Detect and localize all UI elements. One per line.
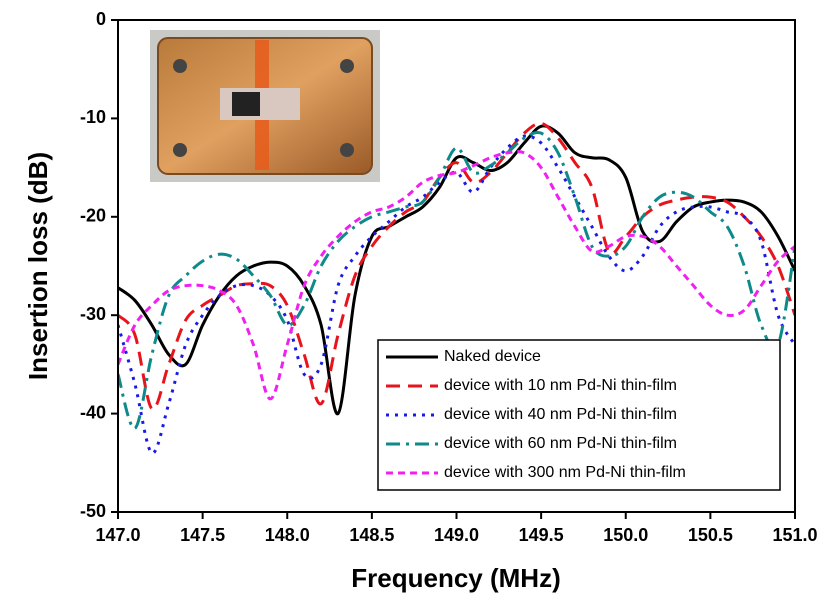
legend-box xyxy=(377,339,781,491)
legend-label: device with 300 nm Pd-Ni thin-film xyxy=(444,464,686,481)
x-tick-label: 150.0 xyxy=(603,525,648,545)
y-tick-label: -20 xyxy=(80,206,106,226)
x-tick-label: 151.0 xyxy=(772,525,817,545)
series-line xyxy=(118,134,795,455)
y-tick-label: 0 xyxy=(96,9,106,29)
x-tick-label: 147.5 xyxy=(180,525,225,545)
x-tick-label: 149.5 xyxy=(519,525,564,545)
x-tick-label: 150.5 xyxy=(688,525,733,545)
y-tick-label: -10 xyxy=(80,107,106,127)
x-tick-label: 148.0 xyxy=(265,525,310,545)
legend-label: device with 40 nm Pd-Ni thin-film xyxy=(444,406,677,423)
series-line xyxy=(118,130,795,430)
legend-label: Naked device xyxy=(444,348,541,365)
x-tick-label: 148.5 xyxy=(349,525,394,545)
series-line xyxy=(118,121,795,411)
y-tick-label: -30 xyxy=(80,304,106,324)
legend-label: device with 60 nm Pd-Ni thin-film xyxy=(444,435,677,452)
series-line xyxy=(118,150,795,401)
x-tick-label: 147.0 xyxy=(95,525,140,545)
plot-lines xyxy=(118,121,795,455)
y-tick-label: -50 xyxy=(80,501,106,521)
y-axis-title: Insertion loss (dB) xyxy=(23,152,53,380)
x-axis-title: Frequency (MHz) xyxy=(351,563,560,593)
legend-label: device with 10 nm Pd-Ni thin-film xyxy=(444,377,677,394)
inset-photo xyxy=(150,30,380,182)
plot-frame xyxy=(117,19,796,513)
y-tick-label: -40 xyxy=(80,402,106,422)
x-tick-label: 149.0 xyxy=(434,525,479,545)
